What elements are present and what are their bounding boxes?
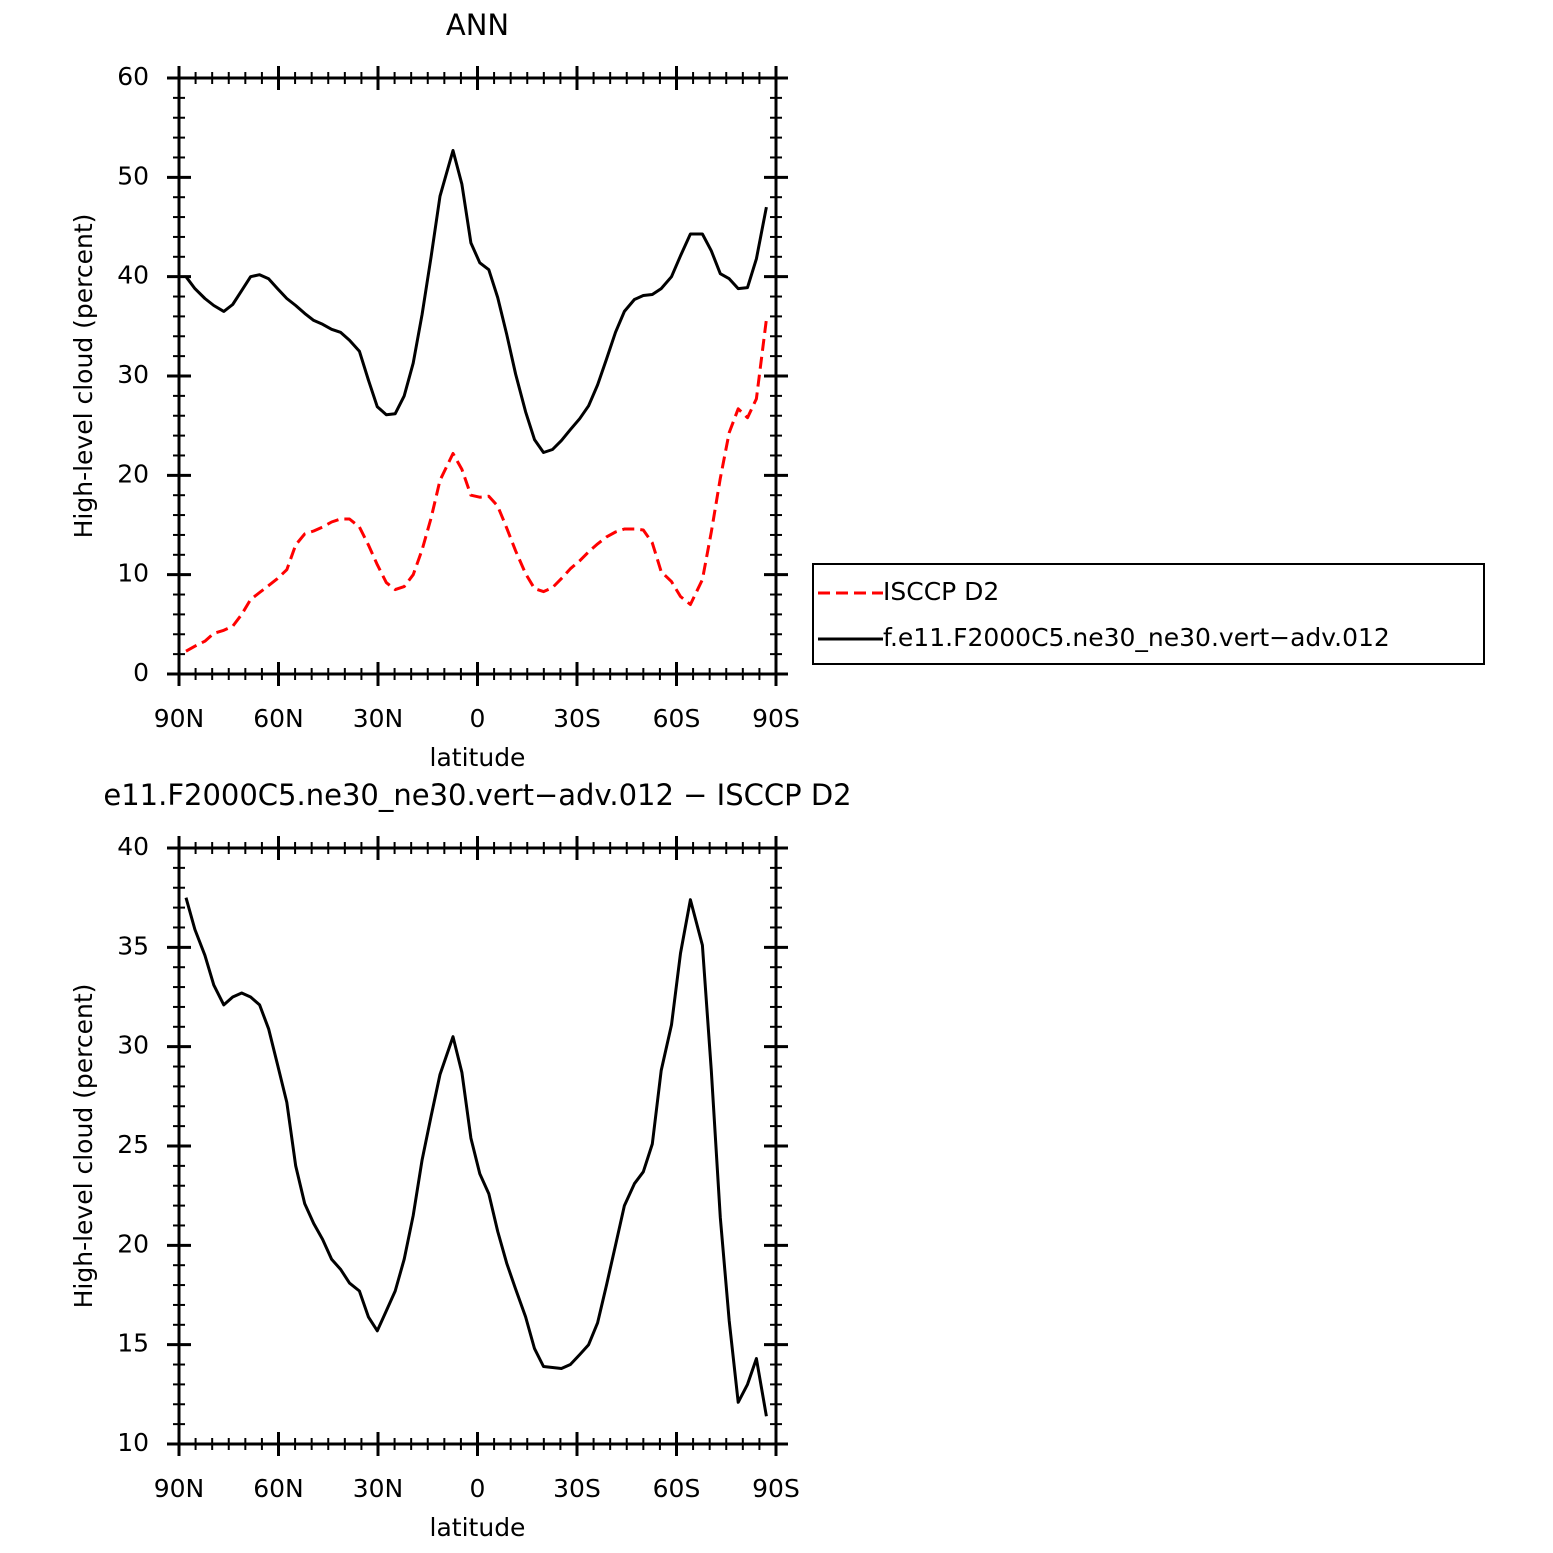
x-tick-label: 30N [353,704,404,733]
y-tick-label: 30 [117,1031,149,1060]
y-tick-label: 25 [117,1130,149,1159]
x-tick-label: 60N [253,1474,304,1503]
x-axis-label: latitude [430,1513,526,1542]
x-tick-label: 90S [752,704,800,733]
x-tick-label: 0 [470,1474,486,1503]
y-tick-label: 35 [117,931,149,960]
legend-box [812,563,1485,665]
chart-title: e11.F2000C5.ne30_ne30.vert−adv.012 − ISC… [103,778,851,812]
y-tick-label: 10 [117,1428,149,1457]
y-tick-label: 40 [117,832,149,861]
chart-title: ANN [446,8,509,42]
y-tick-label: 20 [117,1229,149,1258]
x-tick-label: 0 [470,704,486,733]
y-tick-label: 20 [117,459,149,488]
x-tick-label: 90S [752,1474,800,1503]
y-tick-label: 60 [117,62,149,91]
y-tick-label: 0 [133,658,149,687]
x-axis-label: latitude [430,743,526,772]
x-tick-label: 30N [353,1474,404,1503]
data-line [184,897,768,1417]
y-axis-label: High-level cloud (percent) [69,214,98,539]
data-line [184,149,768,454]
x-tick-label: 60S [653,704,701,733]
data-line [185,319,768,653]
x-tick-label: 90N [154,1474,205,1503]
x-tick-label: 60S [653,1474,701,1503]
y-tick-label: 50 [117,161,149,190]
x-tick-label: 30S [553,704,601,733]
plot-frame [177,846,778,1446]
legend-label: f.e11.F2000C5.ne30_ne30.vert−adv.012 [883,623,1390,652]
y-tick-label: 10 [117,559,149,588]
x-tick-label: 60N [253,704,304,733]
y-tick-label: 15 [117,1329,149,1358]
x-tick-label: 90N [154,704,205,733]
legend-label: ISCCP D2 [883,577,999,606]
y-tick-label: 30 [117,360,149,389]
y-tick-label: 40 [117,261,149,290]
x-tick-label: 30S [553,1474,601,1503]
y-axis-label: High-level cloud (percent) [69,984,98,1309]
